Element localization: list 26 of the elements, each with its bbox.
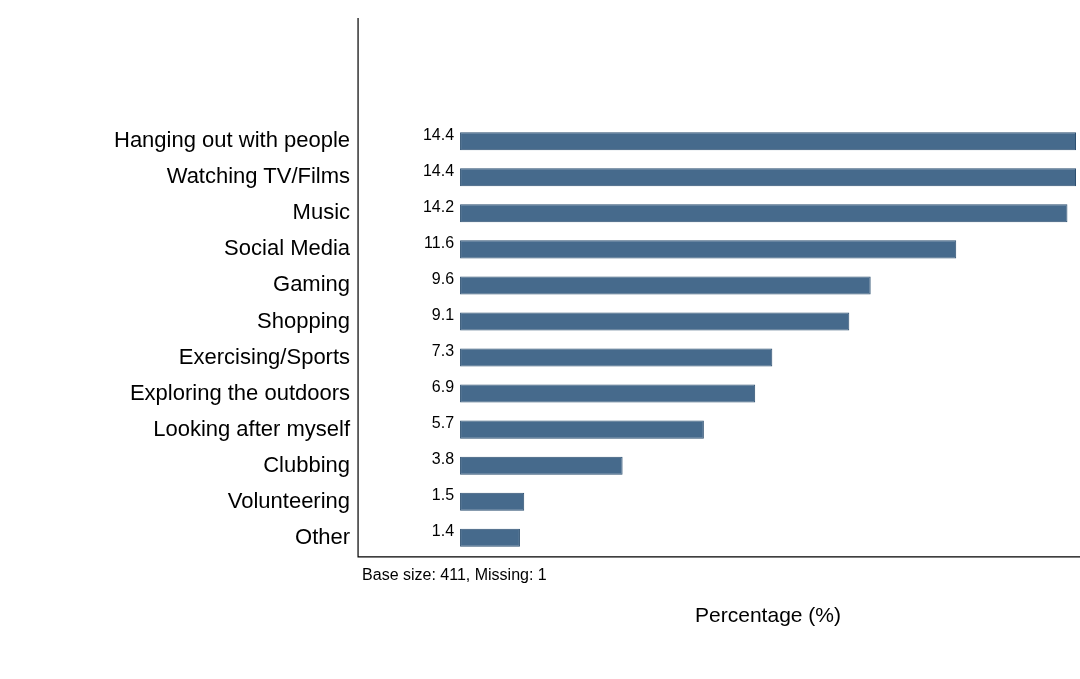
y-tick-label: Looking after myself	[153, 415, 351, 441]
y-tick-label: Exercising/Sports	[178, 343, 351, 369]
data-label: 9.1	[431, 305, 455, 323]
y-tick-label: Music	[292, 199, 351, 225]
y-tick-label: Social Media	[224, 235, 351, 261]
y-tick-label: Clubbing	[263, 451, 351, 477]
y-tick-label: Volunteering	[227, 487, 351, 513]
y-tick-label: Other	[295, 523, 351, 549]
data-label: 1.5	[431, 486, 455, 504]
data-label: 1.4	[431, 522, 455, 540]
text: Base size: 411, Missing: 1	[362, 566, 547, 584]
data-label: 14.4	[422, 125, 455, 143]
data-label: 5.7	[431, 414, 455, 432]
data-label: 3.8	[431, 450, 455, 468]
y-tick-label: Watching TV/Films	[166, 163, 351, 189]
y-tick-label: Gaming	[273, 271, 351, 297]
y-tick-label: Hanging out with people	[114, 127, 351, 153]
y-tick-label: Shopping	[257, 307, 351, 333]
x-axis-title: Percentage (%)	[695, 603, 841, 627]
data-label: 7.3	[431, 341, 455, 359]
data-label: 9.6	[431, 269, 455, 287]
data-label: 11.6	[424, 233, 455, 251]
data-label: 6.9	[431, 377, 455, 395]
y-tick-label: Exploring the outdoors	[129, 379, 351, 405]
data-label: 14.4	[422, 161, 455, 179]
data-label: 14.2	[422, 197, 455, 215]
